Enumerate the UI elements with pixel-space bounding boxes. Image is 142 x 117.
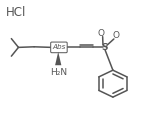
Text: H₂N: H₂N xyxy=(50,68,67,77)
Text: S: S xyxy=(101,43,108,52)
Polygon shape xyxy=(55,52,61,65)
Text: Abs: Abs xyxy=(52,44,66,50)
FancyBboxPatch shape xyxy=(51,42,67,53)
Text: HCl: HCl xyxy=(6,6,26,19)
Text: O: O xyxy=(113,31,120,40)
Text: O: O xyxy=(98,29,105,38)
